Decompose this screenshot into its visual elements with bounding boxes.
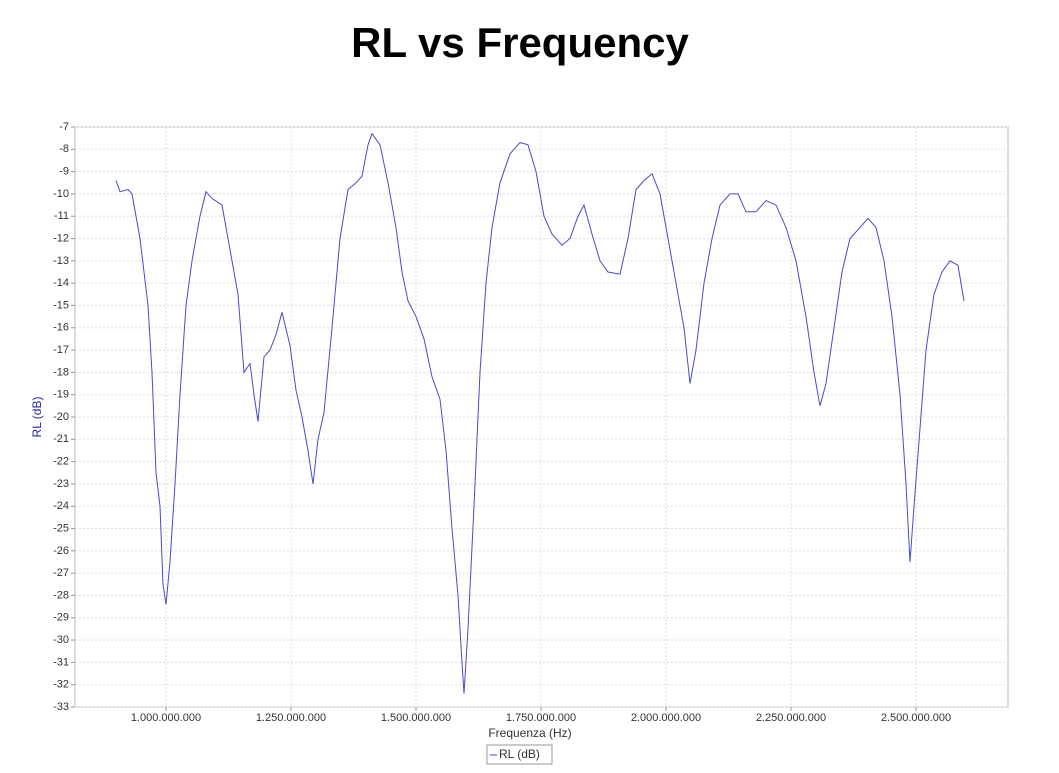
- y-tick-label: -17: [53, 344, 69, 356]
- y-tick-label: -8: [59, 143, 69, 155]
- y-tick-label: -14: [53, 277, 69, 289]
- y-axis-label: RL (dB): [30, 397, 44, 438]
- x-axis-label: Frequenza (Hz): [488, 726, 571, 740]
- x-tick-label: 2.000.000.000: [631, 712, 701, 724]
- x-tick-label: 1.750.000.000: [506, 712, 576, 724]
- x-tick-label: 2.500.000.000: [881, 712, 951, 724]
- x-tick-label: 1.500.000.000: [381, 712, 451, 724]
- y-tick-label: -13: [53, 255, 69, 267]
- y-tick-label: -18: [53, 366, 69, 378]
- y-tick-label: -16: [53, 322, 69, 334]
- y-tick-label: -33: [53, 701, 69, 713]
- data-line: [115, 132, 965, 694]
- y-tick-label: -19: [53, 389, 69, 401]
- y-tick-label: -22: [53, 456, 69, 468]
- y-tick-label: -20: [53, 411, 69, 423]
- legend-label: RL (dB): [499, 747, 540, 761]
- y-tick-label: -15: [53, 299, 69, 311]
- y-tick-label: -23: [53, 478, 69, 490]
- x-tick-label: 1.250.000.000: [256, 712, 326, 724]
- chart-title: RL vs Frequency: [351, 19, 689, 66]
- y-tick-label: -12: [53, 232, 69, 244]
- y-tick-label: -32: [53, 679, 69, 691]
- x-tick-label: 1.000.000.000: [131, 712, 201, 724]
- y-tick-label: -30: [53, 634, 69, 646]
- y-tick-label: -21: [53, 433, 69, 445]
- y-tick-label: -28: [53, 589, 69, 601]
- y-tick-label: -7: [59, 121, 69, 133]
- y-tick-label: -29: [53, 612, 69, 624]
- y-tick-label: -24: [53, 500, 69, 512]
- y-tick-label: -25: [53, 522, 69, 534]
- legend-box: [486, 744, 553, 765]
- x-tick-label: 2.250.000.000: [756, 712, 826, 724]
- y-tick-label: -31: [53, 656, 69, 668]
- y-tick-label: -27: [53, 567, 69, 579]
- y-tick-label: -10: [53, 188, 69, 200]
- y-tick-label: -9: [59, 166, 69, 178]
- y-tick-label: -11: [54, 210, 69, 222]
- y-tick-label: -26: [53, 545, 69, 557]
